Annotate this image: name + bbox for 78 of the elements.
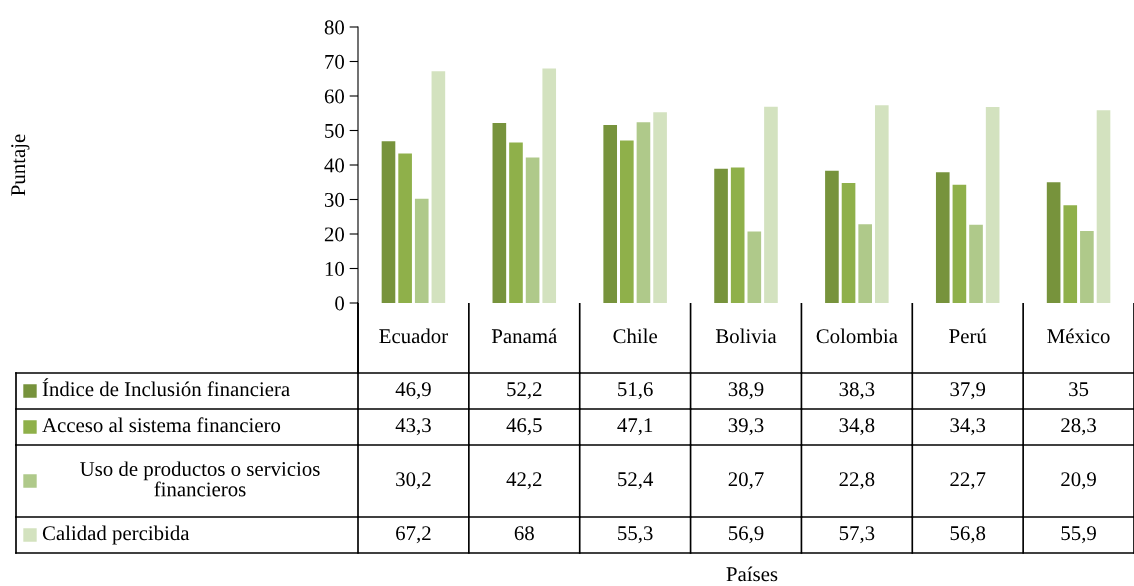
data-label: 20,7 <box>728 472 764 490</box>
y-tick-label: 0 <box>335 296 345 311</box>
bar <box>1046 182 1061 303</box>
y-tick-label: 20 <box>324 227 345 242</box>
data-label: 68 <box>514 526 534 541</box>
data-label: 46,9 <box>395 382 431 400</box>
bar <box>874 105 889 303</box>
data-label: 38,3 <box>839 382 875 400</box>
data-label: 20,9 <box>1061 472 1096 490</box>
bar <box>525 157 540 303</box>
bar <box>381 141 396 303</box>
y-tick-label: 80 <box>324 20 345 35</box>
text: Puntaje <box>11 134 30 196</box>
data-label: 34,3 <box>950 418 986 436</box>
bar <box>414 198 429 303</box>
data-label: 35 <box>1069 382 1089 397</box>
data-label: 47,1 <box>617 418 653 436</box>
data-label: 22,8 <box>839 472 875 490</box>
x-tick-label: Panamá <box>491 328 557 344</box>
bar <box>969 224 983 303</box>
bar <box>398 153 412 303</box>
y-tick-label: 10 <box>325 261 345 276</box>
legend-label: Uso de productos o servicios financieros <box>80 461 320 497</box>
y-tick-label: 30 <box>324 192 345 207</box>
bar <box>653 112 667 303</box>
y-tick-label: 50 <box>325 123 345 138</box>
data-label: 56,9 <box>728 526 764 544</box>
bar <box>431 71 446 303</box>
data-label: 51,6 <box>618 382 653 400</box>
bar <box>730 167 745 303</box>
bar <box>509 142 523 303</box>
x-tick-label: Chile <box>613 328 657 344</box>
bar <box>825 170 839 303</box>
x-tick-label: Ecuador <box>379 328 448 344</box>
data-label: 39,3 <box>728 418 764 436</box>
data-label: 67,2 <box>396 526 431 544</box>
legend-label: Índice de Inclusión financiera <box>42 378 290 397</box>
data-label: 28,3 <box>1061 418 1096 436</box>
bar <box>952 184 967 303</box>
bar <box>636 122 651 303</box>
bar <box>1096 110 1111 303</box>
x-tick-label: Colombia <box>816 328 898 344</box>
legend-label: Calidad percibida <box>42 525 190 545</box>
data-label: 37,9 <box>950 382 986 400</box>
x-tick-label: México <box>1047 328 1110 344</box>
y-tick-label: 40 <box>324 158 345 173</box>
bar <box>935 172 950 303</box>
data-label: 34,8 <box>839 418 875 436</box>
x-tick-label: Bolivia <box>715 328 777 344</box>
data-label: 43,3 <box>395 418 431 436</box>
legend-label: Acceso al sistema financiero <box>42 417 281 433</box>
data-label: 46,5 <box>506 418 542 436</box>
bar <box>542 68 557 303</box>
bar <box>1063 205 1078 303</box>
data-label: 38,9 <box>728 382 764 400</box>
bar <box>492 122 507 303</box>
bar <box>620 140 634 303</box>
bar <box>747 231 762 303</box>
bar <box>841 182 856 303</box>
data-label: 52,2 <box>507 382 542 400</box>
x-tick-label: Perú <box>949 328 987 344</box>
data-label: 52,4 <box>618 472 654 490</box>
bar <box>714 168 728 303</box>
data-label: 55,3 <box>618 526 653 544</box>
data-label: 55,9 <box>1061 526 1096 544</box>
data-label: 42,2 <box>506 472 542 490</box>
bar <box>1080 230 1094 303</box>
y-tick-label: 70 <box>325 54 345 69</box>
data-label: 57,3 <box>839 526 875 544</box>
data-label: 56,8 <box>950 526 986 544</box>
data-label: 30,2 <box>396 472 431 490</box>
bar <box>764 106 778 303</box>
text: Países <box>726 566 778 582</box>
data-label: 22,7 <box>950 472 986 490</box>
y-tick-label: 60 <box>324 89 345 104</box>
bar <box>985 107 1000 303</box>
bar <box>858 224 872 303</box>
bar <box>603 124 618 303</box>
